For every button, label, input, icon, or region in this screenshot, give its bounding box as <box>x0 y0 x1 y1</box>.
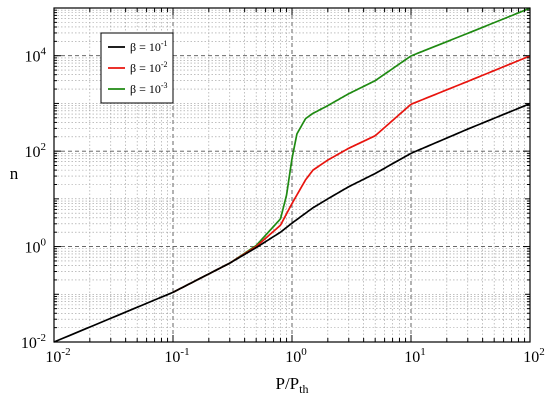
y-axis-label: n <box>10 164 19 183</box>
y-tick-label: 104 <box>25 46 47 66</box>
legend-entry-base: β = 10 <box>130 82 161 96</box>
x-tick-label: 101 <box>404 346 426 366</box>
x-tick-label: 102 <box>523 346 545 366</box>
x-tick-label-exponent: -2 <box>61 346 70 358</box>
legend: β = 10-1β = 10-2β = 10-3 <box>100 32 174 104</box>
legend-entry-label: β = 10-1 <box>130 39 168 54</box>
x-tick-label-base: 10 <box>45 349 61 366</box>
x-axis-label-main: P/P <box>276 374 300 393</box>
x-tick-label: 10-1 <box>164 346 189 366</box>
y-tick-label-exponent: 4 <box>41 46 47 58</box>
x-tick-label-exponent: 2 <box>539 346 545 358</box>
legend-entry-exponent: -1 <box>161 39 168 48</box>
legend-entry-exponent: -3 <box>161 81 168 90</box>
x-tick-label-base: 10 <box>404 349 420 366</box>
y-tick-label-exponent: -2 <box>37 332 46 344</box>
legend-entry-base: β = 10 <box>130 61 161 75</box>
x-tick-label: 100 <box>285 346 307 366</box>
y-tick-label: 10-2 <box>21 332 46 352</box>
y-tick-label-base: 10 <box>25 144 41 161</box>
y-tick-label-exponent: 0 <box>41 237 47 249</box>
legend-entry-base: β = 10 <box>130 40 161 54</box>
x-axis-label-subscript: th <box>299 382 308 396</box>
x-tick-label-base: 10 <box>285 349 301 366</box>
series-line-beta-1e-3 <box>172 7 531 294</box>
legend-entry-label: β = 10-2 <box>130 60 168 75</box>
y-tick-label-exponent: 2 <box>41 141 47 153</box>
series-group <box>53 7 531 343</box>
x-tick-label-base: 10 <box>523 349 539 366</box>
x-tick-label: 10-2 <box>45 346 70 366</box>
x-tick-label-exponent: 1 <box>420 346 426 358</box>
y-tick-label: 100 <box>25 237 47 257</box>
legend-entry-label: β = 10-3 <box>130 81 168 96</box>
y-tick-label-base: 10 <box>25 49 41 66</box>
tick-marks <box>53 7 531 343</box>
y-tick-label-base: 10 <box>21 335 37 352</box>
x-tick-label-base: 10 <box>164 349 180 366</box>
y-tick-label: 102 <box>25 141 47 161</box>
x-tick-label-exponent: -1 <box>180 346 189 358</box>
legend-entry-exponent: -2 <box>161 60 168 69</box>
x-axis-label: P/Pth <box>276 374 309 396</box>
series-line-beta-1e-1 <box>53 102 531 343</box>
series-line-beta-1e-2 <box>172 55 531 294</box>
x-tick-label-exponent: 0 <box>301 346 307 358</box>
y-tick-label-base: 10 <box>25 240 41 257</box>
